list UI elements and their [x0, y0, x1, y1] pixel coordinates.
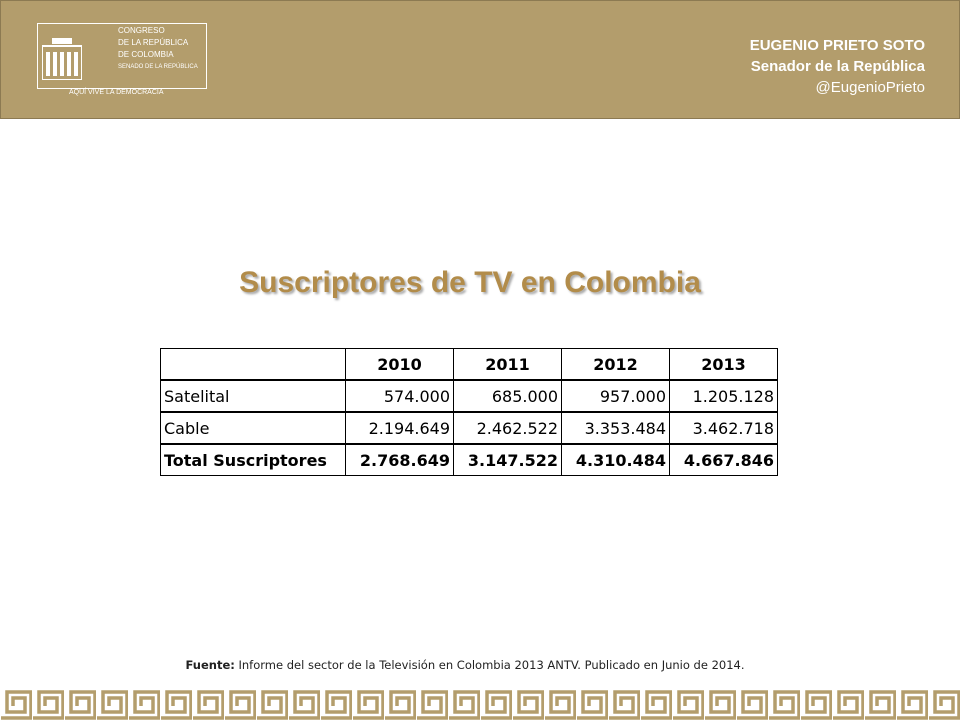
cell: 3.147.522 [453, 443, 562, 476]
row-label: Total Suscriptores [160, 443, 346, 476]
cell: 3.353.484 [561, 411, 670, 445]
cell: 2.768.649 [345, 443, 454, 476]
author: EUGENIO PRIETO SOTO Senador de la Repúbl… [750, 35, 925, 98]
column-header: 2011 [453, 348, 562, 381]
data-table: 2010 2011 2012 2013 Satelital 574.000 685.000 9… [160, 348, 778, 476]
cell: 2.462.522 [453, 411, 562, 445]
table-row: Total Suscriptores 2.768.649 3.147.522 4.31… [160, 443, 778, 476]
logo: CONGRESO DE LA REPÚBLICA DE COLOMBIA SEN… [37, 23, 207, 89]
column-header: 2010 [345, 348, 454, 381]
logo-motto: AQUÍ VIVE LA DEMOCRACIA [69, 89, 164, 96]
header-row: 2010 2011 2012 2013 [160, 348, 778, 381]
header-band: CONGRESO DE LA REPÚBLICA DE COLOMBIA SEN… [0, 0, 960, 119]
cell: 685.000 [453, 379, 562, 413]
cell: 2.194.649 [345, 411, 454, 445]
cell: 4.667.846 [669, 443, 778, 476]
row-label: Satelital [160, 379, 346, 413]
column-header: 2013 [669, 348, 778, 381]
column-header: 2012 [561, 348, 670, 381]
logo-line: CONGRESO [118, 26, 165, 35]
cell: 3.462.718 [669, 411, 778, 445]
table-row: Cable 2.194.649 2.462.522 3.353.484 3.462.71… [160, 411, 778, 445]
cell: 957.000 [561, 379, 670, 413]
table-row: Satelital 574.000 685.000 957.000 1.205.128 [160, 379, 778, 413]
cell: 1.205.128 [669, 379, 778, 413]
cell: 574.000 [345, 379, 454, 413]
author-handle: @EugenioPrieto [815, 79, 925, 96]
source-text: Informe del sector de la Televisión en C… [238, 658, 745, 672]
source-note: Fuente: Informe del sector de la Televis… [0, 658, 930, 672]
cell: 4.310.484 [561, 443, 670, 476]
row-label: Cable [160, 411, 346, 445]
author-role: Senador de la República [750, 58, 925, 75]
logo-line: DE LA REPÚBLICA [118, 38, 189, 47]
author-name: EUGENIO PRIETO SOTO [749, 37, 925, 54]
slide-title: Suscriptores de TV en Colombia [239, 266, 701, 299]
logo-building [42, 38, 82, 80]
corner-cell [160, 348, 346, 381]
logo-subline: SENADO DE LA REPÚBLICA [118, 64, 198, 70]
logo-line: DE COLOMBIA [118, 50, 174, 59]
greek-key-border [0, 688, 960, 720]
source-label: Fuente: [185, 658, 235, 672]
